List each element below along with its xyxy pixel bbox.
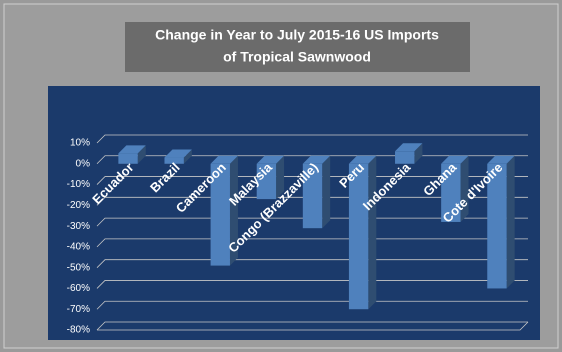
bar-side: [460, 155, 469, 222]
bar-side: [137, 145, 146, 164]
bar-top: [395, 143, 423, 152]
bar: [256, 163, 277, 200]
grid-line: [96, 238, 528, 248]
chart-title: Change in Year to July 2015-16 US Import…: [155, 27, 439, 43]
grid-line: [96, 196, 528, 206]
bar-side: [368, 155, 377, 310]
y-tick-label: -20%: [67, 200, 90, 211]
bar-top: [256, 155, 285, 164]
bar-top: [348, 155, 377, 164]
chart-subtitle: of Tropical Sawnwood: [223, 49, 371, 65]
bar-side: [229, 155, 238, 266]
y-tick-label: -80%: [67, 325, 90, 336]
y-tick-label: -60%: [67, 283, 90, 294]
grid-line: [96, 134, 528, 144]
bar-top: [210, 155, 238, 164]
grid-line: [96, 300, 528, 310]
bar: [487, 163, 507, 289]
y-tick-label: -50%: [67, 262, 90, 273]
grid-line: [96, 280, 528, 289]
y-tick-label: -40%: [67, 242, 90, 253]
bar: [395, 151, 415, 164]
bar-top: [118, 145, 146, 154]
bar-top: [487, 155, 515, 164]
y-tick-label: 0%: [76, 158, 91, 169]
bar-side: [322, 155, 331, 229]
bar: [210, 163, 230, 266]
y-tick-label: -30%: [67, 221, 90, 232]
y-tick-label: 10%: [70, 138, 90, 149]
grid-line: [96, 176, 528, 185]
title-box: [125, 22, 470, 72]
grid-line: [96, 259, 528, 268]
bar-side: [276, 155, 285, 200]
bar: [441, 163, 461, 222]
floor: [97, 321, 529, 331]
grid-line: [96, 217, 528, 227]
bar: [118, 153, 138, 164]
y-tick-label: -10%: [67, 179, 90, 190]
bar: [302, 163, 323, 229]
bar: [164, 157, 184, 164]
grid-line: [96, 321, 528, 331]
bar-top: [441, 155, 469, 164]
grid-line: [96, 155, 528, 165]
y-tick-label: -70%: [67, 304, 90, 315]
bar-side: [414, 143, 423, 164]
bar-side: [506, 155, 515, 289]
bar-top: [302, 155, 331, 164]
bar-top: [164, 149, 192, 158]
bar: [348, 163, 369, 310]
bar-side: [183, 149, 192, 164]
